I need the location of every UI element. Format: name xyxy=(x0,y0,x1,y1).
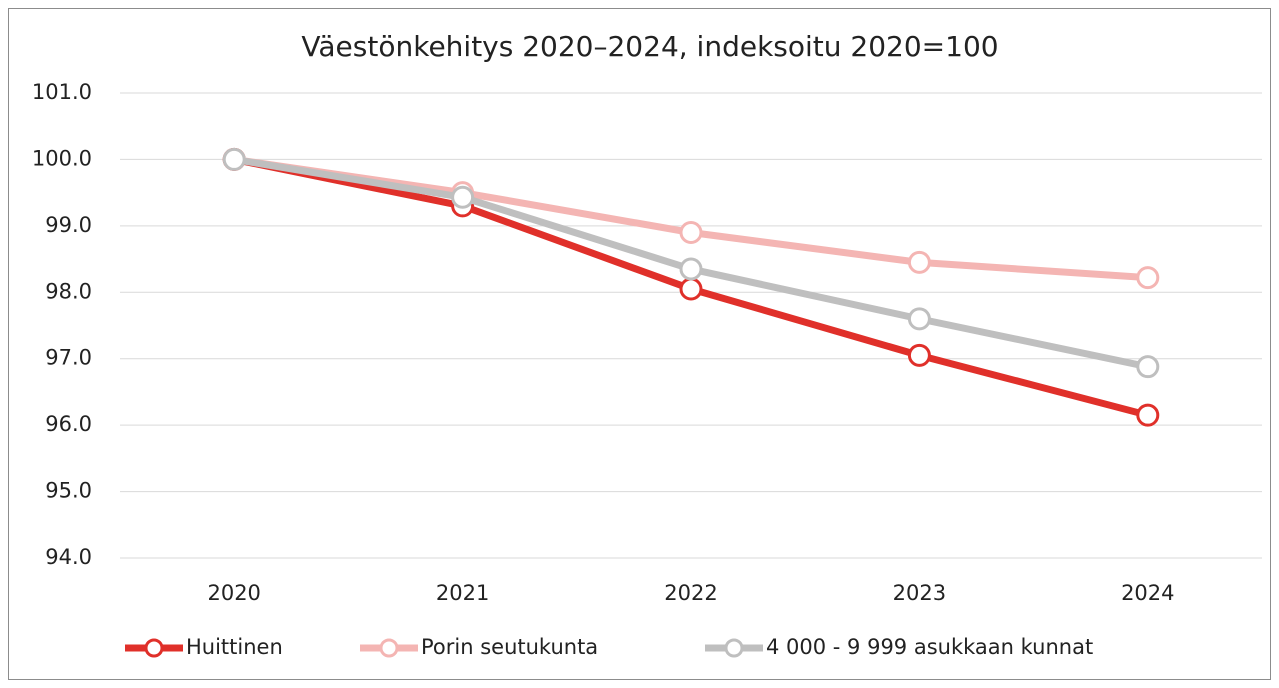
chart-title: Väestönkehitys 2020–2024, indeksoitu 202… xyxy=(301,30,998,63)
y-tick-label: 94.0 xyxy=(45,545,92,569)
series-marker xyxy=(907,307,931,331)
legend-label: Huittinen xyxy=(186,635,283,659)
series-marker xyxy=(451,185,475,209)
legend-marker xyxy=(144,638,164,658)
series-marker xyxy=(679,277,703,301)
series-marker xyxy=(679,257,703,281)
y-tick-label: 101.0 xyxy=(32,80,92,104)
y-tick-label: 98.0 xyxy=(45,279,92,303)
x-tick-label: 2022 xyxy=(664,581,717,605)
series-marker xyxy=(679,221,703,244)
y-tick-label: 95.0 xyxy=(45,479,92,503)
x-tick-label: 2020 xyxy=(207,581,260,605)
series-marker xyxy=(907,343,931,367)
y-tick-label: 97.0 xyxy=(45,346,92,370)
x-tick-label: 2024 xyxy=(1121,581,1174,605)
series-marker xyxy=(222,147,246,171)
legend-label: 4 000 - 9 999 asukkaan kunnat xyxy=(766,635,1093,659)
series-marker xyxy=(907,250,931,274)
y-tick-label: 99.0 xyxy=(45,213,92,237)
legend-marker xyxy=(724,638,744,658)
series-marker xyxy=(1136,355,1160,379)
y-tick-label: 96.0 xyxy=(45,412,92,436)
series-marker xyxy=(1136,266,1160,290)
legend-label: Porin seutukunta xyxy=(421,635,598,659)
x-tick-label: 2021 xyxy=(436,581,489,605)
legend-marker xyxy=(379,638,399,658)
series-marker xyxy=(1136,403,1160,427)
y-tick-label: 100.0 xyxy=(32,146,92,170)
x-tick-label: 2023 xyxy=(893,581,946,605)
chart-border xyxy=(8,8,1271,680)
